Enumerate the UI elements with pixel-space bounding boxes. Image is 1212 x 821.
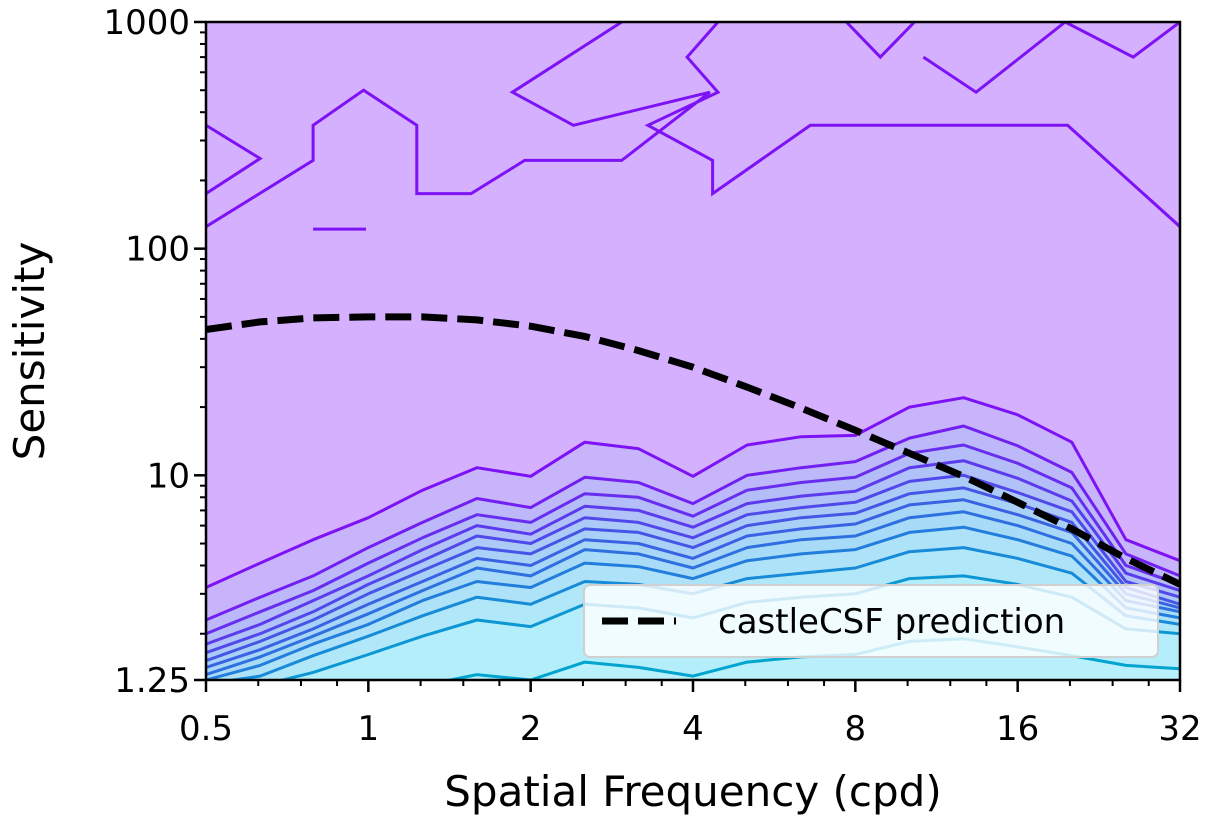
contour-line	[206, 525, 1180, 680]
x-tick-label: 8	[845, 709, 867, 749]
upper-contour-lines	[206, 22, 1180, 231]
x-tick-label: 2	[520, 709, 542, 749]
prediction-layer	[206, 313, 1180, 588]
y-tick-label: 1000	[103, 3, 190, 43]
x-tick-label: 4	[682, 709, 704, 749]
contour-line	[206, 498, 1180, 669]
x-axis: 0.5 1 2 4 8 16 32	[179, 680, 1202, 749]
prediction-line	[206, 313, 1180, 588]
upper-contour-line	[206, 22, 711, 228]
y-tick-label: 100	[125, 230, 190, 270]
contour-line	[206, 459, 1180, 646]
x-tick-label: 1	[358, 709, 380, 749]
x-axis-title: Spatial Frequency (cpd)	[444, 767, 941, 816]
contour-line	[206, 396, 1180, 589]
upper-contour-line	[644, 22, 1180, 228]
y-tick-label: 1.25	[114, 661, 190, 701]
legend-label-prediction: castleCSF prediction	[718, 602, 1065, 642]
x-tick-label: 16	[996, 709, 1039, 749]
y-tick-label: 10	[147, 456, 190, 496]
upper-contour-line	[845, 22, 916, 60]
y-axis: 1.25 10 100 1000	[103, 3, 206, 701]
upper-contour-line	[206, 124, 263, 195]
legend: castleCSF prediction	[583, 584, 1159, 658]
contour-line	[206, 510, 1180, 677]
contour-line	[206, 473, 1180, 655]
upper-contour-line	[922, 22, 1180, 95]
x-tick-label: 32	[1158, 709, 1201, 749]
contour-line	[206, 443, 1180, 636]
x-tick-label: 0.5	[179, 709, 233, 749]
legend-box	[583, 584, 1159, 658]
contour-line	[206, 424, 1180, 622]
y-axis-title: Sensitivity	[5, 242, 54, 461]
